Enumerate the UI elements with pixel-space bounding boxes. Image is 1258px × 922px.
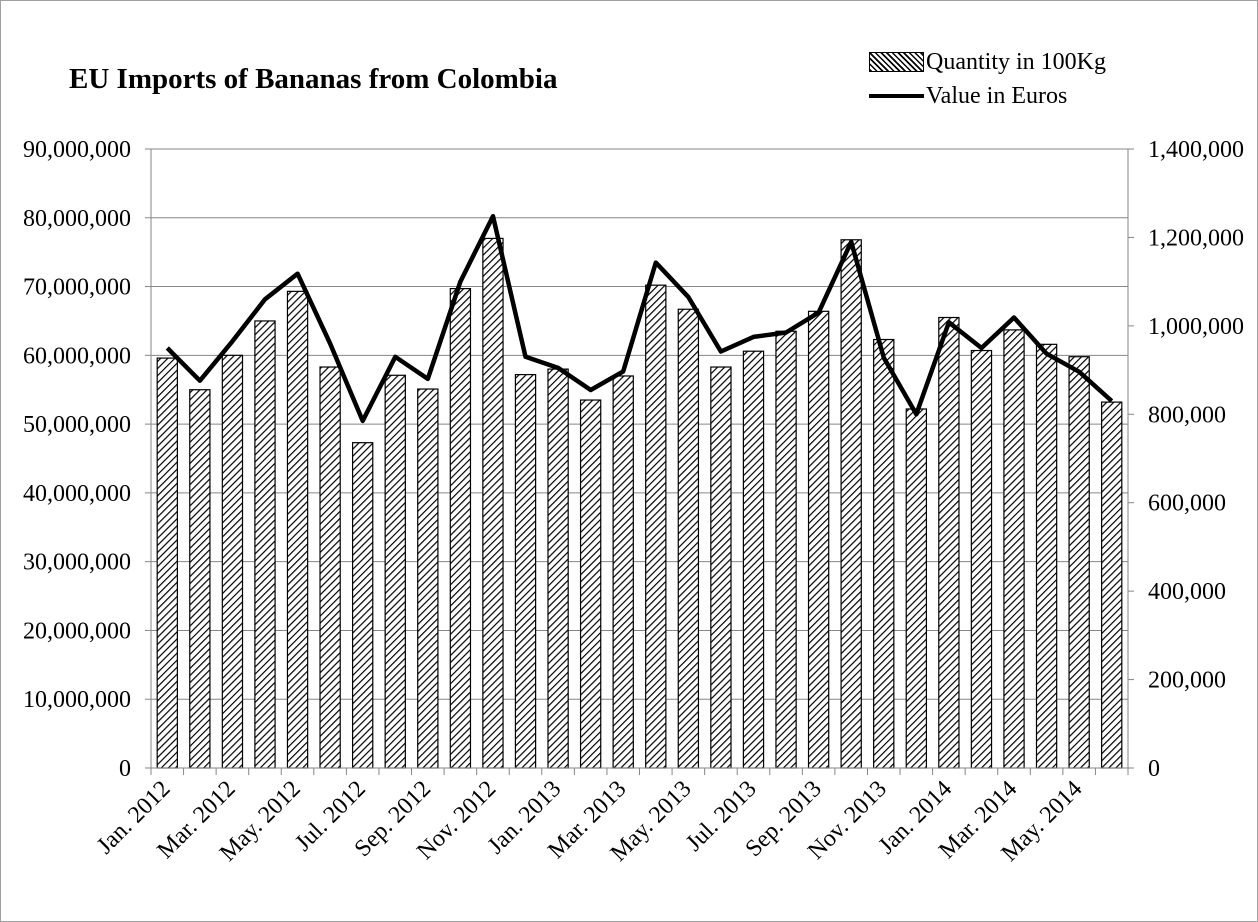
right-axis-tick-label: 0 [1148,756,1160,782]
bar-quantity [775,330,797,769]
bar-quantity [449,288,472,769]
legend-line-swatch [869,94,924,98]
chart-title: EU Imports of Bananas from Colombia [69,63,558,95]
left-axis-tick-label: 60,000,000 [23,343,131,369]
bar-quantity [677,308,700,769]
bar-series-quantity [156,237,1123,769]
legend-label-value: Value in Euros [926,82,1068,109]
left-axis-tick-label: 20,000,000 [23,618,131,644]
right-axis-tick-label: 600,000 [1148,491,1226,517]
bar-quantity [221,354,244,769]
bar-quantity [482,237,504,769]
legend-bar-swatch [869,52,924,72]
bar-quantity [579,399,602,769]
right-axis-tick-label: 1,000,000 [1148,314,1244,340]
legend-label-quantity: Quantity in 100Kg [926,48,1106,75]
bar-quantity [156,357,178,769]
bar-quantity [189,389,211,769]
bar-quantity [417,388,439,769]
right-axis-tick-label: 400,000 [1148,579,1226,605]
bar-quantity [1035,343,1058,769]
bar-quantity [938,316,960,769]
bar-quantity [645,284,667,769]
bar-quantity [970,349,993,769]
bar-quantity [905,408,928,769]
bar-quantity [807,310,830,769]
right-axis-tick-label: 1,200,000 [1148,225,1244,251]
bar-quantity [612,375,634,769]
bar-quantity [840,239,862,769]
bar-quantity [514,373,537,769]
bar-quantity [1003,329,1025,769]
bar-quantity [710,366,732,769]
legend-item-quantity: Quantity in 100Kg [869,45,1106,79]
bar-quantity [1101,401,1123,769]
gridlines [151,148,1128,700]
left-axis-tick-labels: 0 10,000,000 20,000,000 30,000,000 40,000,00… [23,137,131,782]
left-axis-tick-label: 40,000,000 [23,481,131,507]
bar-quantity [254,320,276,769]
bar-quantity [384,374,406,769]
bar-quantity [351,442,374,769]
axes [145,148,1134,775]
left-axis-tick-label: 70,000,000 [23,275,131,301]
right-axis-tick-labels: 0 200,000 400,000 600,000 800,000 1,000,000 1,… [1148,137,1244,782]
left-axis-tick-label: 90,000,000 [23,137,131,163]
right-axis-tick-label: 800,000 [1148,402,1226,428]
legend: Quantity in 100Kg Value in Euros [869,45,1106,113]
bar-quantity [1068,356,1090,769]
bar-quantity [873,338,895,769]
bar-quantity [319,366,341,769]
right-axis-tick-label: 200,000 [1148,668,1226,694]
left-axis-tick-label: 80,000,000 [23,206,131,232]
left-axis-tick-label: 50,000,000 [23,412,131,438]
bar-quantity [547,368,569,769]
legend-item-value: Value in Euros [869,79,1106,113]
line-series-value [165,213,1114,424]
left-axis-tick-label: 10,000,000 [23,687,131,713]
left-axis-tick-label: 30,000,000 [23,550,131,576]
right-axis-tick-label: 1,400,000 [1148,137,1244,163]
line-value-in-euros [165,213,1114,424]
left-axis-tick-label: 0 [119,756,131,782]
bar-quantity [286,290,309,769]
bar-quantity [742,350,765,769]
